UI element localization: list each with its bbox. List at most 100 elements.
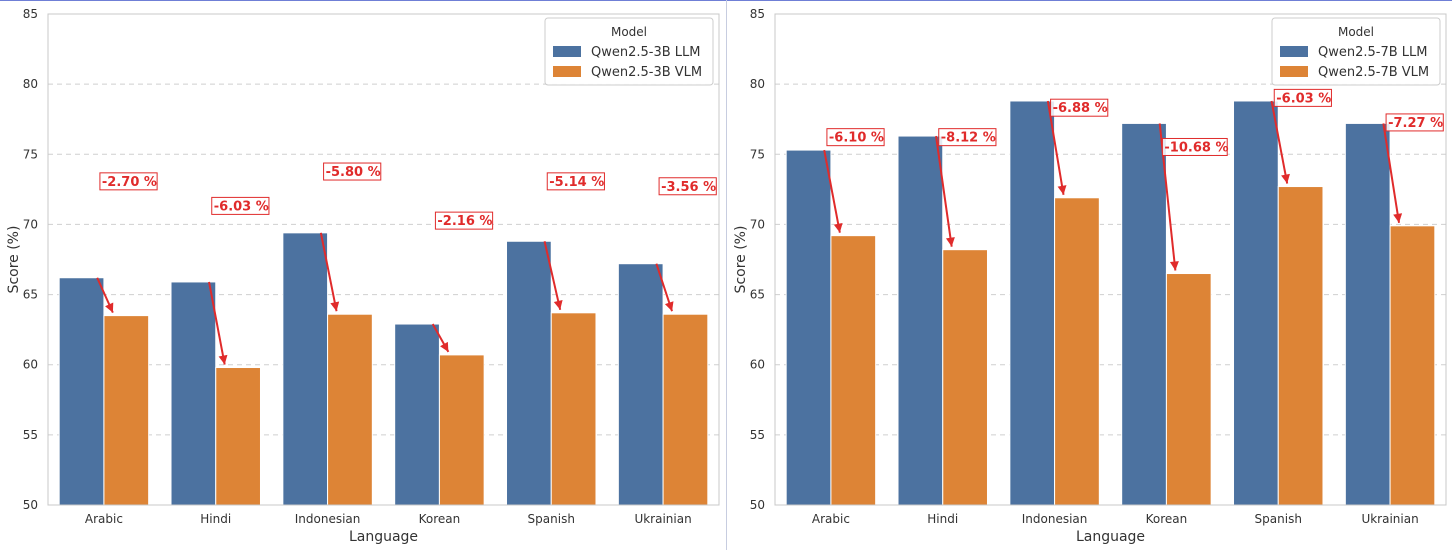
drop-arrow [935, 135, 953, 247]
x-axis-label: Language [1076, 529, 1145, 545]
bar-vlm-spanish [1277, 186, 1324, 506]
drop-arrow [543, 241, 562, 311]
x-tick-label: Ukrainian [1361, 512, 1418, 526]
y-tick-label: 60 [23, 358, 38, 372]
y-tick-label: 75 [750, 147, 765, 161]
x-tick-label: Korean [419, 512, 461, 526]
plot-frame [47, 13, 720, 506]
x-axis-label: Language [349, 529, 418, 545]
x-tick-label: Indonesian [1022, 512, 1088, 526]
y-tick-label: 75 [23, 147, 38, 161]
legend-entry: Qwen2.5-7B VLM [1318, 65, 1429, 80]
y-axis-label: Score (%) [733, 226, 749, 294]
y-tick-label: 70 [750, 217, 765, 231]
drop-label-box [826, 128, 885, 147]
drop-label: -10.68 % [1164, 140, 1228, 155]
bar-llm-indonesian [1009, 100, 1056, 506]
panel-divider [726, 0, 727, 550]
y-tick-label: 55 [750, 428, 765, 442]
plot-area [48, 14, 719, 505]
drop-label-box [1050, 98, 1109, 117]
bar-llm-hindi [170, 281, 217, 506]
plot-area [775, 14, 1446, 505]
drop-label: -5.80 % [326, 165, 381, 180]
drop-arrowhead [945, 237, 955, 247]
drop-arrow [1270, 100, 1289, 184]
bar-vlm-spanish [550, 312, 597, 506]
legend-title: Model [1338, 25, 1374, 39]
y-tick-label: 80 [23, 77, 38, 91]
bar-vlm-korean [438, 354, 485, 506]
drop-label: -2.70 % [102, 175, 157, 190]
drop-label: -6.10 % [829, 131, 884, 146]
y-tick-label: 50 [750, 498, 765, 512]
y-tick-label: 65 [750, 288, 765, 302]
drop-arrow [1382, 123, 1401, 223]
x-tick-label: Korean [1146, 512, 1188, 526]
x-tick-label: Ukrainian [634, 512, 691, 526]
bar-llm-korean [1121, 122, 1167, 506]
bar-vlm-indonesian [1054, 197, 1100, 506]
drop-label-box [99, 172, 158, 191]
drop-label: -6.03 % [214, 199, 269, 214]
drop-arrowhead [330, 301, 340, 312]
bar-llm-hindi [897, 135, 944, 506]
drop-arrowhead [105, 302, 114, 313]
x-tick-label: Hindi [200, 512, 231, 526]
legend-swatch [1280, 66, 1308, 77]
x-tick-label: Indonesian [295, 512, 361, 526]
chart-panel-3b: 50 55 60 65 70 75 80 85 Arabic Hindi Indonesian Kor… [6, 7, 720, 545]
x-tick-label: Hindi [927, 512, 958, 526]
bar-vlm-ukrainian [662, 313, 709, 506]
y-axis-label: Score (%) [6, 226, 22, 294]
bar-vlm-arabic [830, 235, 877, 506]
y-tick-label: 85 [750, 7, 765, 21]
drop-label-box [1161, 137, 1228, 156]
x-tick-label: Arabic [812, 512, 850, 526]
bar-vlm-hindi [942, 249, 988, 506]
chart-panel-7b: 50 55 60 65 70 75 80 85 Arabic Hindi Indonesian Kor… [733, 7, 1447, 545]
bar-llm-ukrainian [617, 263, 664, 506]
drop-label: -7.27 % [1388, 116, 1443, 131]
drop-label: -6.88 % [1053, 101, 1108, 116]
drop-arrowhead [664, 301, 674, 312]
x-tick-label: Spanish [1255, 512, 1302, 526]
bar-vlm-korean [1165, 273, 1212, 506]
drop-arrowhead [1057, 185, 1067, 195]
drop-label-box [323, 162, 382, 181]
bar-llm-korean [394, 323, 440, 506]
y-tick-label: 70 [23, 217, 38, 231]
legend-entry: Qwen2.5-3B VLM [591, 65, 702, 80]
drop-arrowhead [440, 341, 449, 352]
drop-label: -3.56 % [661, 180, 716, 195]
drop-label-box [434, 211, 494, 230]
drop-arrow [208, 281, 226, 365]
legend-box [544, 17, 714, 86]
drop-arrowhead [1393, 213, 1403, 223]
drop-label-box [938, 128, 997, 147]
legend-swatch [553, 46, 581, 57]
y-tick-label: 85 [23, 7, 38, 21]
drop-arrow [823, 149, 841, 233]
x-tick-label: Arabic [85, 512, 123, 526]
bar-llm-arabic [785, 149, 832, 506]
drop-label: -5.14 % [549, 175, 604, 190]
bar-llm-spanish [506, 240, 552, 506]
y-tick-label: 55 [23, 428, 38, 442]
drop-label-box [1273, 88, 1332, 107]
x-tick-label: Spanish [528, 512, 575, 526]
drop-label-box [546, 172, 605, 191]
drop-label: -2.16 % [437, 214, 492, 229]
y-tick-label: 65 [23, 288, 38, 302]
drop-label-box [211, 196, 270, 215]
bar-llm-ukrainian [1344, 122, 1391, 506]
bar-llm-spanish [1233, 100, 1279, 506]
plot-frame [774, 13, 1447, 506]
drop-label-box [658, 177, 717, 196]
drop-label: -6.03 % [1276, 91, 1331, 106]
bar-llm-arabic [58, 277, 105, 506]
y-tick-label: 80 [750, 77, 765, 91]
drop-arrowhead [1169, 261, 1179, 271]
drop-arrowhead [553, 300, 563, 310]
legend-entry: Qwen2.5-7B LLM [1318, 45, 1428, 60]
